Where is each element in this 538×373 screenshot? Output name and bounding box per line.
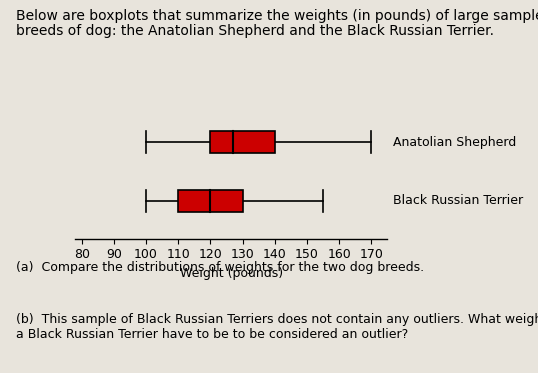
Text: Below are boxplots that summarize the weights (in pounds) of large samples from : Below are boxplots that summarize the we… (16, 9, 538, 23)
Bar (210, 131, 275, 153)
Text: (a)  Compare the distributions of weights for the two dog breeds.: (a) Compare the distributions of weights… (16, 261, 424, 274)
Text: breeds of dog: the Anatolian Shepherd and the Black Russian Terrier.: breeds of dog: the Anatolian Shepherd an… (16, 24, 494, 38)
Text: Anatolian Shepherd: Anatolian Shepherd (393, 136, 516, 149)
Bar (178, 190, 243, 212)
Text: Black Russian Terrier: Black Russian Terrier (393, 194, 523, 207)
Text: (b)  This sample of Black Russian Terriers does not contain any outliers. What w: (b) This sample of Black Russian Terrier… (16, 313, 538, 341)
X-axis label: Weight (pounds): Weight (pounds) (180, 267, 283, 280)
